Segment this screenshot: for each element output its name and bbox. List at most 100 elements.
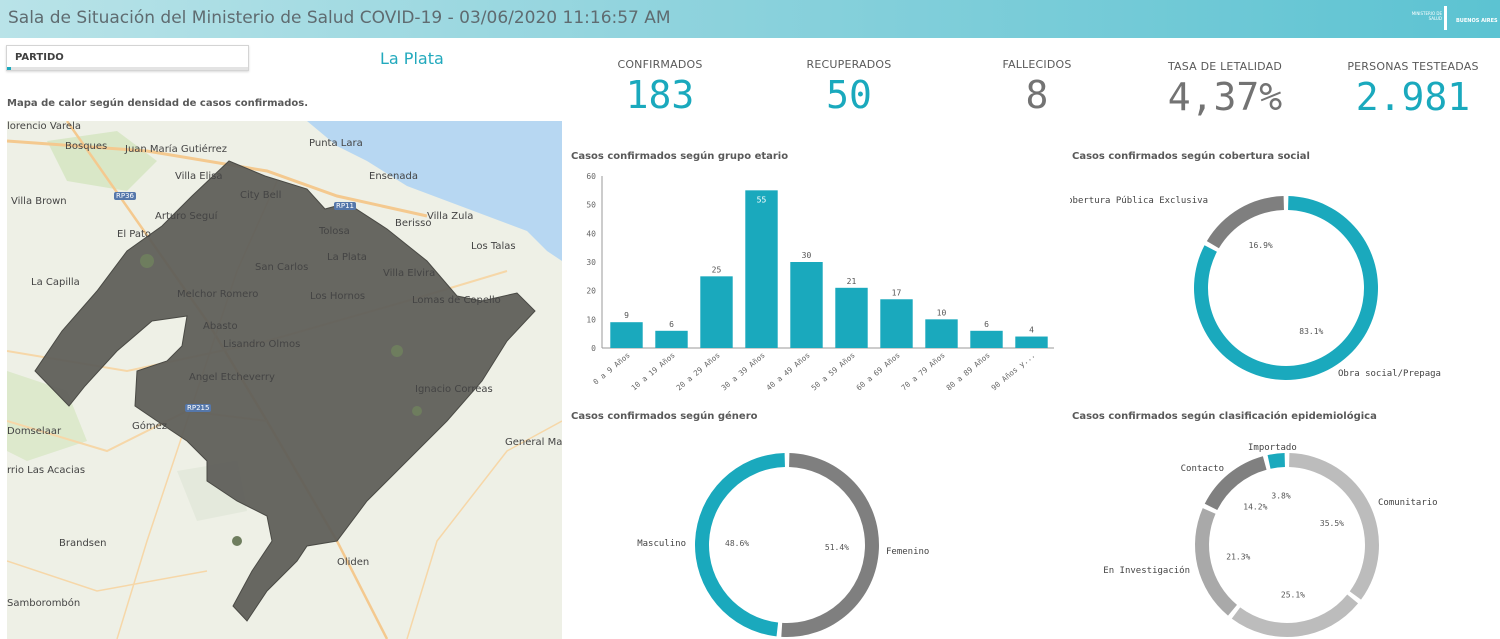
- age-bar[interactable]: [655, 330, 688, 348]
- x-tick-label: 70 a 79 Años: [899, 351, 946, 393]
- map-caption: Mapa de calor según densidad de casos co…: [7, 98, 309, 109]
- coverage-chart-title: Casos confirmados según cobertura social: [1072, 151, 1310, 162]
- donut-slice[interactable]: [1195, 508, 1237, 616]
- map-feature: [140, 254, 154, 268]
- map-place-label: Arturo Seguí: [155, 211, 218, 222]
- age-bar[interactable]: [1015, 336, 1048, 348]
- map-place-label: Ignacio Correas: [415, 384, 493, 395]
- logo-small-text: MINISTERIO DE SALUD: [1411, 11, 1442, 21]
- bar-value-label: 21: [847, 277, 857, 286]
- bar-value-label: 17: [892, 288, 902, 297]
- map-place-label: lorencio Varela: [7, 121, 81, 132]
- x-tick-label: 80 a 89 Años: [944, 351, 991, 393]
- heat-map[interactable]: lorencio Varela Bosques Juan María Gutiérr…: [7, 121, 562, 639]
- slice-name-label: Comunitario: [1378, 498, 1438, 508]
- kpi-value: 183: [625, 73, 695, 117]
- bar-value-label: 25: [712, 265, 722, 274]
- water-area: [307, 121, 562, 261]
- y-tick-label: 0: [591, 344, 596, 353]
- map-feature: [412, 406, 422, 416]
- donut-slice[interactable]: [1231, 594, 1359, 637]
- kpi-value: 50: [826, 73, 872, 117]
- park-area: [47, 131, 157, 191]
- map-place-label: Villa Elisa: [175, 171, 223, 182]
- donut-slice[interactable]: [1267, 453, 1285, 469]
- selected-partido: La Plata: [380, 49, 444, 68]
- kpi-label: RECUPERADOS: [806, 58, 892, 71]
- bar-value-label: 6: [984, 320, 989, 329]
- age-bar[interactable]: [790, 262, 823, 348]
- map-place-label: Samborombón: [7, 598, 81, 609]
- y-tick-label: 30: [586, 258, 596, 267]
- bar-value-label: 10: [937, 308, 947, 317]
- epi-donut-chart[interactable]: 35.5% 25.1% 21.3% 14.2% 3.8% Comunitario En In…: [1070, 439, 1498, 639]
- donut-slice[interactable]: [1289, 453, 1379, 600]
- age-bar[interactable]: [700, 276, 733, 348]
- slice-name-label: En Investigación: [1103, 565, 1190, 576]
- partido-filter-bar-fill: [7, 67, 11, 70]
- logo-mark-icon: [1444, 6, 1454, 30]
- partido-polygon[interactable]: [34, 160, 536, 622]
- age-bar[interactable]: [880, 299, 913, 348]
- map-place-label: Tolosa: [319, 226, 350, 237]
- kpi-label: PERSONAS TESTEADAS: [1347, 60, 1479, 73]
- map-place-label: Berisso: [395, 218, 432, 229]
- age-bar-chart[interactable]: 0 10 20 30 40 50 60 9 0 a 9 Años 6 10 a 19 Años 25 2…: [562, 166, 1062, 406]
- road: [7, 560, 208, 592]
- age-bar[interactable]: [925, 319, 958, 348]
- age-bar[interactable]: [610, 322, 643, 348]
- map-place-label: Domselaar: [7, 426, 62, 437]
- partido-filter[interactable]: PARTIDO: [6, 45, 249, 71]
- age-bar[interactable]: [835, 287, 868, 348]
- map-place-label: Villa Brown: [11, 196, 67, 207]
- map-place-label: Gómez: [132, 421, 168, 432]
- slice-pct-label: 14.2%: [1243, 502, 1267, 511]
- road-shield-label: RP11: [334, 202, 356, 210]
- slice-pct-label: 83.1%: [1299, 327, 1323, 336]
- age-bar[interactable]: [970, 330, 1003, 348]
- slice-pct-label: 21.3%: [1226, 552, 1250, 561]
- age-bar[interactable]: [745, 190, 778, 348]
- kpi-value: 8: [1025, 73, 1049, 117]
- y-tick-label: 20: [586, 287, 596, 296]
- map-place-label: General Ma: [505, 437, 562, 448]
- map-place-label: San Carlos: [255, 262, 309, 273]
- slice-name-label: Obra social/Prepaga: [1338, 369, 1441, 379]
- kpi-confirmados: CONFIRMADOS 183: [575, 58, 745, 115]
- x-tick-label: 90 Años y...: [989, 351, 1036, 393]
- kpi-value: 2.981: [1355, 75, 1471, 119]
- map-place-label: Villa Elvira: [383, 268, 436, 279]
- gender-donut-chart[interactable]: 51.4% 48.6% Femenino Masculino: [570, 439, 1010, 639]
- kpi-tasa-de-letalidad: TASA DE LETALIDAD 4,37%: [1140, 60, 1310, 117]
- slice-name-label: Femenino: [886, 547, 929, 557]
- map-place-label: Punta Lara: [309, 138, 363, 149]
- map-place-label: rrio Las Acacias: [7, 465, 86, 476]
- donut-slice[interactable]: [1204, 456, 1267, 511]
- map-place-label: Ensenada: [369, 171, 418, 182]
- header-bar: Sala de Situación del Ministerio de Salu…: [0, 0, 1500, 38]
- x-tick-label: 30 a 39 Años: [719, 351, 766, 393]
- map-feature: [391, 345, 403, 357]
- kpi-recuperados: RECUPERADOS 50: [764, 58, 934, 115]
- bar-value-label: 4: [1029, 326, 1034, 335]
- map-feature: [232, 536, 242, 546]
- donut-slice[interactable]: [781, 453, 879, 637]
- slice-name-label: Masculino: [637, 539, 686, 549]
- donut-slice[interactable]: [1206, 196, 1284, 249]
- ministry-logo: MINISTERIO DE SALUD BUENOS AIRES: [1410, 6, 1498, 30]
- map-canvas: [7, 121, 562, 639]
- coverage-donut-chart[interactable]: 83.1% 16.9% Obra social/Prepaga Cobertura P…: [1070, 170, 1500, 400]
- road: [7, 139, 428, 218]
- kpi-fallecidos: FALLECIDOS 8: [952, 58, 1122, 115]
- kpi-label: CONFIRMADOS: [617, 58, 703, 71]
- road: [406, 420, 562, 639]
- map-place-label: Lomas de Copello: [412, 295, 501, 306]
- map-place-label: La Plata: [327, 252, 367, 263]
- donut-slice[interactable]: [694, 453, 785, 637]
- slice-pct-label: 25.1%: [1281, 591, 1305, 600]
- map-place-label: Villa Zula: [427, 211, 474, 222]
- map-place-label: Los Talas: [471, 241, 516, 252]
- gender-chart-title: Casos confirmados según género: [571, 411, 758, 422]
- map-place-label: Los Hornos: [310, 291, 366, 302]
- map-place-label: Angel Etcheverry: [189, 372, 275, 383]
